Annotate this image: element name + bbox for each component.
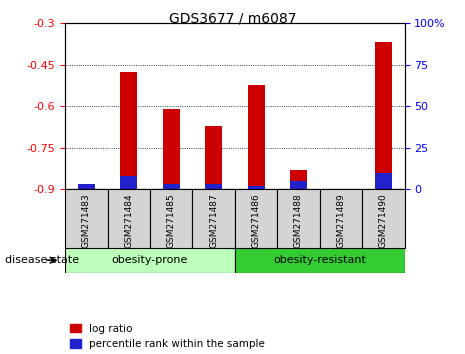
Bar (205, 184, 222, 189)
Text: GSM271490: GSM271490 (379, 194, 388, 248)
Bar (290, 181, 307, 189)
Text: GSM271488: GSM271488 (294, 194, 303, 248)
Bar (320, 189, 362, 248)
Bar (120, 176, 137, 189)
Bar (163, 109, 179, 189)
Bar (375, 173, 392, 189)
Text: GSM271483: GSM271483 (82, 194, 91, 248)
Bar (65, 248, 235, 273)
Text: GSM271487: GSM271487 (209, 194, 218, 248)
Text: obesity-prone: obesity-prone (112, 255, 188, 265)
Text: GDS3677 / m6087: GDS3677 / m6087 (169, 11, 296, 25)
Bar (150, 189, 193, 248)
Text: GSM271486: GSM271486 (252, 194, 260, 248)
Bar (163, 184, 179, 189)
Bar (362, 189, 405, 248)
Bar (120, 72, 137, 189)
Text: disease state: disease state (5, 255, 79, 265)
Bar (107, 189, 150, 248)
Text: GSM271484: GSM271484 (124, 194, 133, 248)
Bar (290, 170, 307, 189)
Text: obesity-resistant: obesity-resistant (273, 255, 366, 265)
Legend: log ratio, percentile rank within the sample: log ratio, percentile rank within the sa… (70, 324, 265, 349)
Bar (247, 85, 265, 189)
Bar (247, 186, 265, 189)
Bar (277, 189, 319, 248)
Bar (205, 126, 222, 189)
Bar (78, 184, 95, 189)
Text: GSM271489: GSM271489 (336, 194, 345, 248)
Bar (78, 188, 95, 189)
Bar (193, 189, 235, 248)
Bar (375, 42, 392, 189)
Text: GSM271485: GSM271485 (166, 194, 176, 248)
Bar (65, 189, 107, 248)
Bar (235, 189, 277, 248)
Bar (235, 248, 405, 273)
